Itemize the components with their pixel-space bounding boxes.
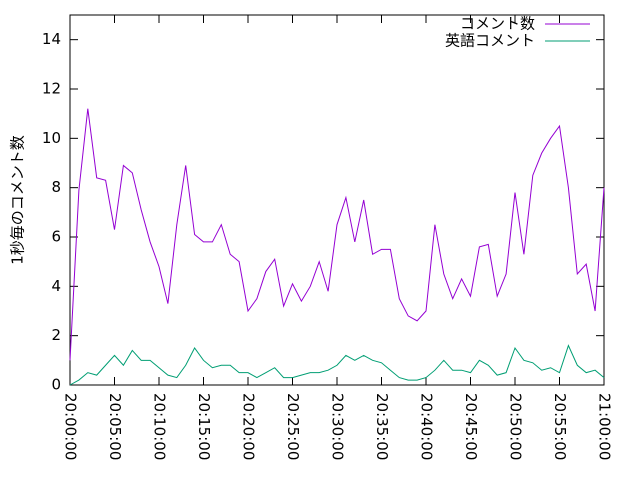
y-tick-label: 14	[42, 30, 61, 48]
x-tick-label: 20:45:00	[462, 393, 480, 460]
y-tick-label: 6	[51, 228, 61, 246]
y-tick-label: 10	[42, 129, 61, 147]
x-tick-label: 20:00:00	[62, 393, 80, 460]
y-tick-label: 8	[51, 178, 61, 196]
y-tick-label: 12	[42, 80, 61, 98]
plot-border	[69, 14, 605, 386]
y-tick-label: 0	[51, 376, 61, 394]
y-tick-label: 4	[51, 277, 61, 295]
x-tick-label: 20:50:00	[507, 393, 525, 460]
x-tick-label: 21:00:00	[596, 393, 614, 460]
line-series	[69, 344, 605, 386]
x-tick-label: 20:35:00	[373, 393, 391, 460]
x-tick-label: 20:25:00	[284, 393, 302, 460]
x-tick-label: 20:40:00	[418, 393, 436, 460]
y-axis-label: 1秒毎のコメント数	[9, 135, 27, 265]
y-tick-label: 2	[51, 326, 61, 344]
legend-label: コメント数	[460, 15, 535, 33]
line-series	[69, 108, 605, 361]
x-tick-label: 20:20:00	[240, 393, 258, 460]
x-tick-label: 20:10:00	[151, 393, 169, 460]
x-tick-label: 20:15:00	[195, 393, 213, 460]
x-tick-label: 20:05:00	[106, 393, 124, 460]
x-tick-label: 20:30:00	[329, 393, 347, 460]
x-tick-label: 20:55:00	[551, 393, 569, 460]
legend-label: 英語コメント	[445, 32, 535, 50]
